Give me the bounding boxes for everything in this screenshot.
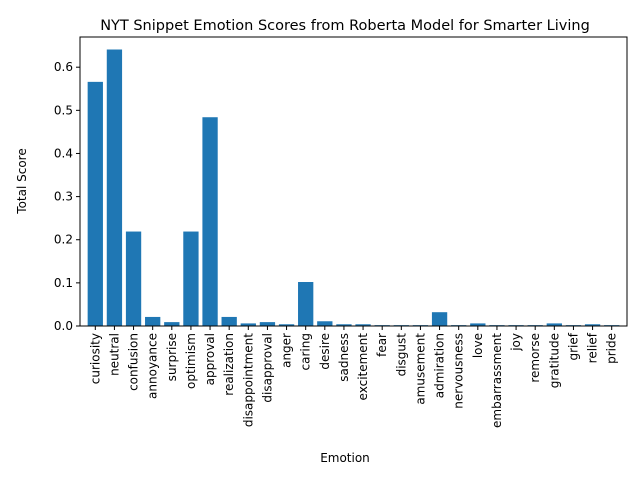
x-axis: curiosity neutral confusion annoyance surpri… [88, 326, 619, 428]
chart-title: NYT Snippet Emotion Scores from Roberta … [100, 18, 590, 34]
y-axis-title: Total Score [15, 148, 29, 214]
x-tick-label: curiosity [88, 333, 102, 384]
y-tick-label: 0.4 [54, 146, 73, 160]
bar-anger [278, 324, 295, 326]
bar-caring [298, 282, 314, 326]
y-tick-label: 0.0 [54, 319, 73, 333]
x-tick-label: fear [375, 333, 389, 357]
x-tick-label: desire [318, 333, 332, 370]
x-tick-label: anger [280, 333, 294, 368]
plot-frame [79, 36, 628, 327]
x-tick-label: disgust [394, 333, 408, 377]
bar-surprise [164, 322, 180, 326]
x-tick-label: realization [222, 333, 236, 396]
x-tick-label: embarrassment [490, 333, 504, 428]
bar-admiration [431, 312, 448, 326]
bar-realization [221, 316, 237, 326]
x-tick-label: admiration [433, 333, 447, 398]
x-tick-label: excitement [356, 333, 370, 401]
x-tick-label: disappointment [241, 333, 255, 427]
x-tick-label: annoyance [146, 333, 160, 399]
x-tick-label: caring [299, 333, 313, 370]
y-tick-label: 0.2 [54, 233, 73, 247]
x-tick-label: amusement [413, 333, 427, 405]
x-tick-label: surprise [165, 333, 179, 381]
x-tick-label: confusion [127, 333, 141, 391]
bar-optimism [183, 231, 199, 326]
x-tick-label: joy [509, 333, 523, 352]
x-tick-label: neutral [107, 333, 121, 376]
bar-gratitude [546, 323, 562, 326]
x-tick-label: optimism [184, 333, 198, 389]
bars-group [87, 49, 620, 326]
bar-annoyance [145, 316, 161, 326]
bar-excitement [355, 324, 371, 326]
bar-sadness [336, 324, 352, 326]
bar-love [470, 323, 486, 326]
y-tick-label: 0.6 [54, 60, 73, 74]
y-axis: 0.0 0.1 0.2 0.3 0.4 0.5 0.6 [54, 60, 80, 333]
bar-desire [317, 321, 333, 326]
y-tick-label: 0.5 [54, 103, 73, 117]
x-tick-label: love [471, 333, 485, 358]
x-tick-label: pride [605, 333, 619, 364]
bar-curiosity [87, 81, 103, 326]
x-tick-label: disapproval [260, 333, 274, 403]
bar-neutral [106, 49, 123, 326]
y-tick-label: 0.1 [54, 276, 73, 290]
x-tick-label: approval [203, 333, 217, 385]
bar-approval [202, 117, 218, 326]
x-tick-label: grief [566, 332, 580, 360]
x-tick-label: sadness [337, 333, 351, 382]
x-tick-label: remorse [528, 333, 542, 383]
x-tick-label: nervousness [452, 333, 466, 409]
x-axis-title: Emotion [320, 451, 370, 465]
bar-confusion [125, 231, 142, 326]
x-tick-label: relief [586, 332, 600, 363]
y-tick-label: 0.3 [54, 190, 73, 204]
bar-disappointment [240, 323, 256, 326]
bar-relief [584, 324, 601, 326]
x-tick-label: gratitude [547, 333, 561, 388]
bar-disapproval [259, 322, 276, 326]
